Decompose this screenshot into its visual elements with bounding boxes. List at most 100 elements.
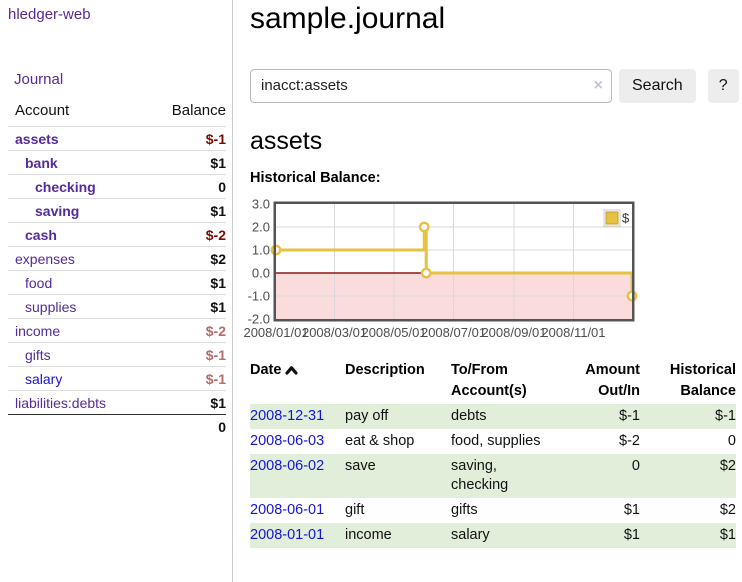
register-balance: $2 <box>719 458 736 475</box>
account-link-saving[interactable]: saving <box>35 202 80 219</box>
account-link-assets[interactable]: assets <box>15 130 59 147</box>
account-row: income $-2 <box>8 318 226 343</box>
account-row: cash $-2 <box>8 222 226 247</box>
accounts-total-value: 0 <box>8 414 226 439</box>
register-date-link[interactable]: 2008-01-01 <box>250 527 325 544</box>
register-amount: $-1 <box>619 408 640 425</box>
svg-text:3.0: 3.0 <box>252 197 270 212</box>
register-description: pay off <box>345 408 389 425</box>
account-link-liabilities-debts[interactable]: liabilities:debts <box>15 394 107 411</box>
register-description: save <box>345 458 376 475</box>
register-accounts: salary <box>451 527 490 544</box>
historical-balance-chart: $3.0 2.0 1.0 0.0 -1.0 -2.0 2008/01/01 2008/03/0… <box>242 196 742 346</box>
register-date-link[interactable]: 2008-06-03 <box>250 433 325 450</box>
account-balance: $1 <box>148 294 226 319</box>
accounts-table-header: Account Balance <box>8 100 226 127</box>
register-row: 2008-06-02 save saving, checking 0 $2 <box>250 454 736 499</box>
register-date-link[interactable]: 2008-06-01 <box>250 502 325 519</box>
accounts-header-balance: Balance <box>171 102 226 119</box>
account-link-food[interactable]: food <box>25 274 53 291</box>
register-amount: $1 <box>623 527 640 544</box>
chevron-up-icon <box>285 363 299 379</box>
chart-title: Historical Balance: <box>250 170 381 187</box>
register-description: eat & shop <box>345 433 415 450</box>
register-table: Date Description To/From Account(s) Amou… <box>250 358 736 549</box>
account-link-supplies[interactable]: supplies <box>25 298 77 315</box>
accounts-header-account: Account <box>15 102 70 119</box>
account-balance: $1 <box>148 150 226 175</box>
account-balance: 0 <box>148 174 226 199</box>
search-input[interactable] <box>250 68 612 103</box>
accounts-total-row: 0 <box>8 414 226 439</box>
page-title: sample.journal <box>250 2 446 35</box>
account-row: liabilities:debts $1 <box>8 390 226 415</box>
register-description: income <box>345 527 392 544</box>
accounts-table: Account Balance assets $-1 bank $1 check… <box>8 100 226 439</box>
register-header-amount: Amount Out/In <box>585 362 640 400</box>
sidebar-item-journal[interactable]: Journal <box>14 71 64 88</box>
account-row: salary $-1 <box>8 366 226 391</box>
search-bar: × Search ? <box>250 68 742 103</box>
account-heading: assets <box>250 126 323 155</box>
svg-text:$: $ <box>622 211 630 226</box>
chart-svg: $3.0 2.0 1.0 0.0 -1.0 -2.02008/01/012008/03/0… <box>243 197 638 340</box>
svg-text:2008/09/01: 2008/09/01 <box>481 325 546 340</box>
register-amount: $1 <box>623 502 640 519</box>
svg-text:2008/01/01: 2008/01/01 <box>243 325 308 340</box>
register-date-link[interactable]: 2008-06-02 <box>250 458 325 475</box>
svg-text:2008/07/01: 2008/07/01 <box>421 325 486 340</box>
account-row: bank $1 <box>8 150 226 175</box>
register-accounts: gifts <box>451 502 478 519</box>
account-link-cash[interactable]: cash <box>25 226 57 243</box>
svg-text:-1.0: -1.0 <box>248 289 270 304</box>
register-amount: 0 <box>631 458 640 475</box>
register-accounts: food, supplies <box>451 433 541 450</box>
account-row: saving $1 <box>8 198 226 223</box>
register-header-accounts: To/From Account(s) <box>451 362 527 400</box>
main-content: sample.journal × Search ? assets Histori… <box>243 0 742 549</box>
clear-search-icon[interactable]: × <box>593 76 603 94</box>
register-balance: $1 <box>719 527 736 544</box>
register-row: 2008-06-03 eat & shop food, supplies $-2… <box>250 429 736 454</box>
search-button[interactable]: Search <box>619 68 696 103</box>
register-header-date-label: Date <box>250 362 282 379</box>
register-description: gift <box>345 502 365 519</box>
account-link-checking[interactable]: checking <box>35 178 96 195</box>
svg-text:2008/03/01: 2008/03/01 <box>302 325 367 340</box>
account-balance: $1 <box>148 270 226 295</box>
svg-text:1.0: 1.0 <box>252 243 270 258</box>
register-header-date[interactable]: Date <box>250 358 345 404</box>
register-header-description: Description <box>345 362 425 379</box>
register-row: 2008-12-31 pay off debts $-1 $-1 <box>250 404 736 430</box>
account-link-expenses[interactable]: expenses <box>15 250 75 267</box>
register-date-link[interactable]: 2008-12-31 <box>250 408 325 425</box>
account-balance: $1 <box>148 198 226 223</box>
register-balance: 0 <box>727 433 736 450</box>
register-header-row: Date Description To/From Account(s) Amou… <box>250 358 736 404</box>
sidebar: hledger-web Journal Account Balance asse… <box>0 0 233 582</box>
account-balance: $-2 <box>148 318 226 343</box>
account-row: gifts $-1 <box>8 342 226 367</box>
account-link-gifts[interactable]: gifts <box>25 346 51 363</box>
account-balance: $2 <box>148 246 226 271</box>
app-title-link[interactable]: hledger-web <box>8 6 91 23</box>
register-row: 2008-06-01 gift gifts $1 $2 <box>250 498 736 523</box>
account-link-bank[interactable]: bank <box>25 154 58 171</box>
account-row: expenses $2 <box>8 246 226 271</box>
svg-text:2008/11/01: 2008/11/01 <box>541 325 605 340</box>
account-balance: $-2 <box>148 222 226 247</box>
account-row: assets $-1 <box>8 126 226 151</box>
account-link-salary[interactable]: salary <box>25 370 63 387</box>
help-button[interactable]: ? <box>707 68 739 103</box>
register-balance: $2 <box>719 502 736 519</box>
account-balance: $-1 <box>148 342 226 367</box>
register-accounts: debts <box>451 408 487 425</box>
svg-text:-2.0: -2.0 <box>248 312 270 327</box>
account-balance: $-1 <box>148 366 226 391</box>
account-row: food $1 <box>8 270 226 295</box>
account-row: supplies $1 <box>8 294 226 319</box>
svg-text:2.0: 2.0 <box>252 220 270 235</box>
svg-text:2008/05/01: 2008/05/01 <box>361 325 426 340</box>
account-row: checking 0 <box>8 174 226 199</box>
account-link-income[interactable]: income <box>15 322 61 339</box>
